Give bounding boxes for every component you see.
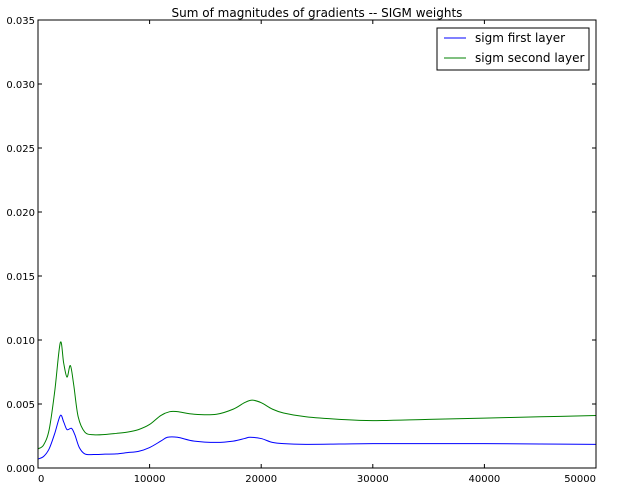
legend-box xyxy=(436,27,590,71)
legend-label-sigm-first-layer: sigm first layer xyxy=(475,31,565,45)
x-tick-label: 50000 xyxy=(564,474,596,485)
x-tick-label: 20000 xyxy=(245,474,277,485)
legend-label-sigm-second-layer: sigm second layer xyxy=(475,51,584,65)
series-layer xyxy=(37,341,597,460)
series-line-sigm-second-layer xyxy=(37,341,597,450)
y-tick-label: 0.015 xyxy=(6,272,35,283)
x-tick-label: 0 xyxy=(38,474,44,485)
y-tick-label: 0.000 xyxy=(6,464,35,475)
y-tick-label: 0.025 xyxy=(6,144,35,155)
y-tick-label: 0.030 xyxy=(6,80,35,91)
chart-title: Sum of magnitudes of gradients -- SIGM w… xyxy=(172,6,463,20)
series-line-sigm-first-layer xyxy=(37,414,597,460)
ticks-layer: 0 10000 20000 30000 40000 50000 0.000 0.005 0.01… xyxy=(6,16,597,485)
y-tick-label: 0.010 xyxy=(6,336,35,347)
x-tick-label: 10000 xyxy=(134,474,166,485)
y-tick-label: 0.020 xyxy=(6,208,35,219)
x-tick-label: 40000 xyxy=(468,474,500,485)
legend: sigm first layer sigm second layer xyxy=(436,27,590,71)
y-tick-label: 0.035 xyxy=(6,16,35,27)
y-tick-label: 0.005 xyxy=(6,400,35,411)
x-tick-label: 30000 xyxy=(357,474,389,485)
plot-frame xyxy=(37,19,597,469)
